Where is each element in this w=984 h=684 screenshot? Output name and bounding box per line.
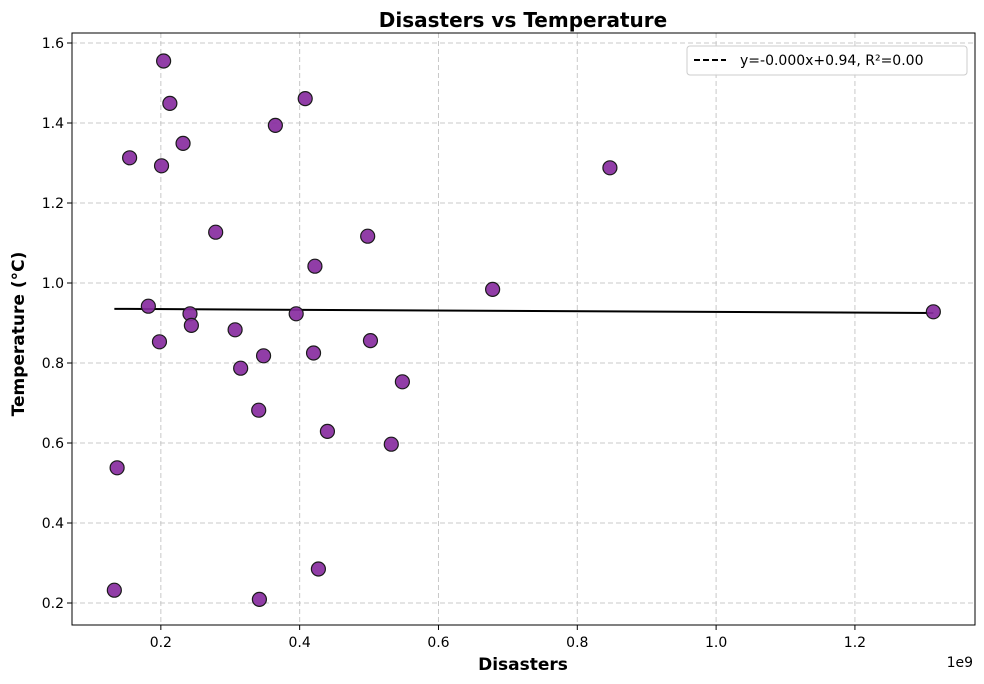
scatter-point <box>208 224 224 240</box>
y-tick-label: 0.6 <box>42 436 64 452</box>
axis-ticks: 0.2 0.4 0.6 0.8 1.0 1.2 0.2 0.4 0.6 0.8 1.0 1.2 1.4 1… <box>42 36 866 651</box>
scatter-point <box>297 90 313 107</box>
scatter-point <box>319 423 336 439</box>
legend: y=-0.000x+0.94, R²=0.00 <box>686 45 968 76</box>
x-tick-label: 0.2 <box>150 635 172 651</box>
regression-line <box>114 307 934 315</box>
scatter-point <box>106 582 122 598</box>
x-axis-label: Disasters <box>478 655 568 675</box>
scatter-point <box>233 360 249 376</box>
scatter-point <box>140 298 156 314</box>
chart-title: Disasters vs Temperature <box>379 8 667 32</box>
scatter-point <box>122 150 138 166</box>
scatter-point <box>362 333 379 349</box>
grid-lines <box>72 33 975 625</box>
scatter-point <box>255 348 272 364</box>
scatter-point <box>175 135 191 151</box>
scatter-point <box>251 402 267 418</box>
scatter-point <box>227 322 243 338</box>
y-axis-label: Temperature (°C) <box>9 252 29 417</box>
scatter-point <box>305 345 322 361</box>
regression-line-group <box>114 307 934 315</box>
scatter-point <box>360 228 376 244</box>
plot-area-frame <box>71 32 976 626</box>
scatter-point <box>485 281 501 297</box>
scatter-point <box>383 436 399 452</box>
scatter-point <box>267 117 283 134</box>
x-tick-label: 1.2 <box>844 635 866 651</box>
scatter-point <box>288 306 304 322</box>
y-tick-label: 0.8 <box>42 356 64 372</box>
y-tick-label: 1.0 <box>42 276 64 292</box>
scatter-point <box>602 160 618 176</box>
legend-box <box>686 45 968 76</box>
x-tick-label: 1.0 <box>705 635 727 651</box>
scatter-point <box>156 53 172 69</box>
scatter-point <box>153 158 170 174</box>
y-tick-label: 1.2 <box>42 196 64 212</box>
x-tick-label: 0.6 <box>427 635 449 651</box>
y-tick-label: 0.4 <box>42 516 64 532</box>
scatter-points <box>106 53 941 608</box>
y-tick-label: 1.6 <box>42 36 64 52</box>
scatter-point <box>251 591 268 608</box>
scatter-point <box>109 460 125 476</box>
scatter-point <box>925 304 941 320</box>
x-axis-offset-label: 1e9 <box>947 655 973 671</box>
scatter-point <box>307 258 323 274</box>
legend-label: y=-0.000x+0.94, R²=0.00 <box>740 53 923 69</box>
x-tick-label: 0.4 <box>289 635 311 651</box>
y-tick-label: 0.2 <box>42 596 64 612</box>
scatter-point <box>151 334 168 350</box>
y-tick-label: 1.4 <box>42 116 64 132</box>
scatter-point <box>162 95 178 112</box>
scatter-point <box>394 374 410 390</box>
scatter-point <box>310 561 326 577</box>
x-tick-label: 0.8 <box>566 635 588 651</box>
scatter-point <box>183 317 199 333</box>
